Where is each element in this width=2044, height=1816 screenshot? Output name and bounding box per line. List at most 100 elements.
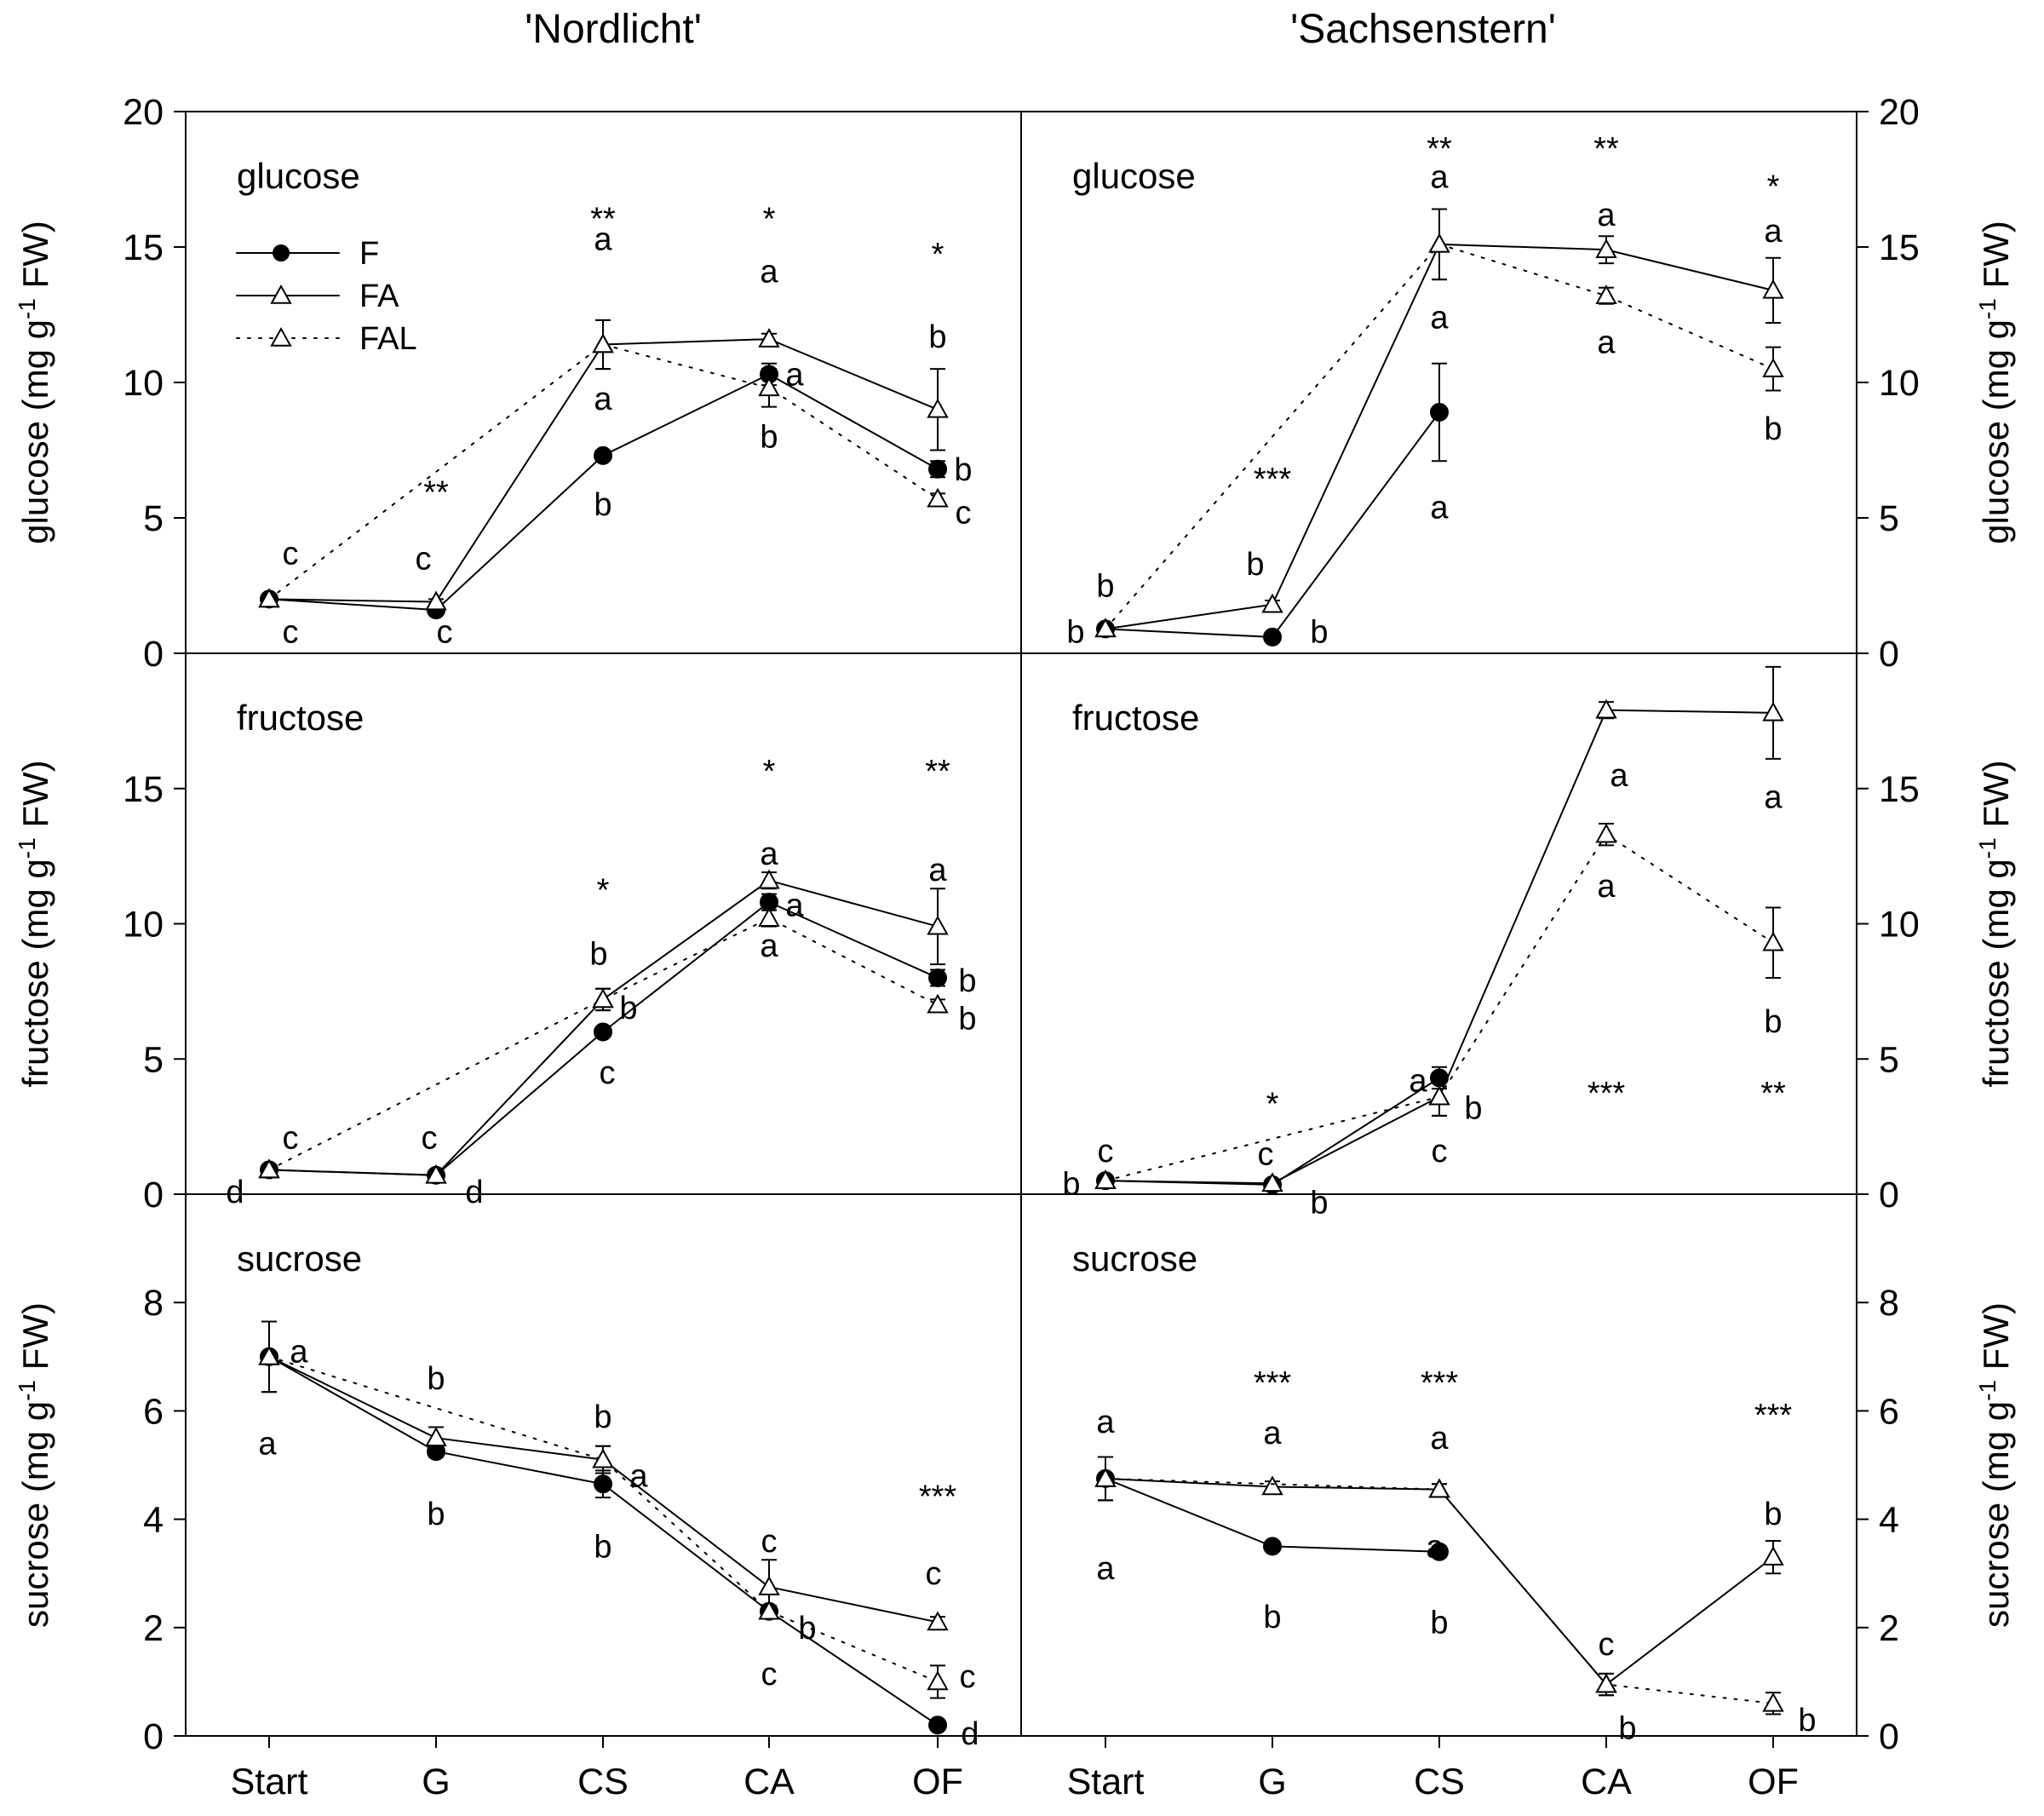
significance-letter: c (1432, 1134, 1448, 1169)
y-tick-label: 0 (1879, 1716, 1899, 1757)
y-tick-label: 6 (1879, 1391, 1899, 1432)
significance-letter: b (798, 1611, 816, 1646)
significance-stars: *** (1588, 1076, 1626, 1112)
y-tick-label: 5 (1879, 498, 1899, 539)
significance-letter: b (1062, 1166, 1080, 1202)
significance-letter: d (465, 1175, 483, 1210)
panel-sucrose-nordlicht: 0 2 4 6 8 sucrose (mg g-1 FW) Start G CS CA OF sucr… (14, 1193, 1022, 1802)
significance-letter: b (594, 1399, 611, 1435)
point-F (594, 445, 612, 465)
point-FAL (927, 487, 949, 508)
significance-stars: ** (1593, 131, 1619, 167)
y-tick-label: 4 (1879, 1500, 1899, 1541)
panel-title: fructose (237, 698, 364, 738)
point-FAL (1762, 358, 1784, 377)
y-tick-label: 5 (1879, 1039, 1899, 1080)
series-line-FAL (1105, 833, 1774, 1182)
significance-letter: a (1426, 1529, 1444, 1565)
point-F (1430, 1542, 1449, 1561)
significance-letter: a (1430, 490, 1449, 526)
point-FAL (758, 907, 780, 927)
point-F (1263, 627, 1282, 647)
significance-letter: b (594, 1529, 611, 1565)
significance-letter: a (629, 1459, 648, 1495)
significance-letter: a (1096, 1551, 1115, 1587)
x-tick-label: G (1258, 1761, 1286, 1802)
y-tick-label: 15 (123, 769, 164, 810)
significance-stars: ** (423, 475, 449, 511)
significance-letter: c (283, 536, 299, 572)
significance-stars: ** (590, 201, 616, 237)
x-tick-label: Start (231, 1761, 308, 1802)
y-tick-label: 8 (1879, 1283, 1899, 1324)
point-F (928, 968, 947, 987)
point-FAL (258, 1345, 280, 1365)
y-tick-label: 0 (1879, 1175, 1899, 1215)
significance-letter: c (960, 1659, 976, 1695)
significance-stars: ** (1760, 1076, 1786, 1112)
point-FA (758, 328, 780, 348)
significance-letter: a (1610, 758, 1628, 794)
y-tick-label: 10 (123, 363, 164, 404)
significance-letter: b (1798, 1703, 1816, 1738)
legend: F FA FAL (236, 236, 417, 357)
significance-letter: c (1258, 1136, 1274, 1172)
point-FAL (1094, 1169, 1117, 1189)
significance-letter: a (594, 382, 612, 417)
panel-glucose-nordlicht: 0 5 10 15 20 glucose (mg g-1 FW) glucose c c c c a a… (14, 92, 1022, 675)
significance-letter: b (1310, 1186, 1328, 1221)
point-FA (1261, 1172, 1283, 1192)
significance-letter: b (1618, 1710, 1636, 1746)
significance-letter: a (1764, 214, 1783, 250)
significance-stars: * (763, 201, 776, 237)
y-axis-label: fructose (mg g-1 FW) (1974, 760, 2016, 1087)
column-title-left: 'Nordlicht' (525, 7, 702, 52)
significance-letter: b (589, 936, 607, 972)
point-FA (425, 1427, 447, 1446)
y-tick-label: 4 (143, 1500, 164, 1541)
y-tick-label: 20 (123, 92, 164, 133)
legend-label: FAL (359, 321, 417, 357)
point-FAL (258, 1158, 280, 1179)
significance-letter: c (600, 1055, 616, 1091)
point-FAL (1428, 1478, 1450, 1498)
significance-letter: c (437, 615, 453, 651)
y-tick-label: 10 (1879, 363, 1920, 404)
significance-stars: *** (919, 1479, 957, 1514)
point-F (1430, 402, 1449, 422)
y-tick-label: 5 (143, 1039, 164, 1080)
y-tick-label: 6 (143, 1391, 164, 1432)
point-FAL (1595, 284, 1617, 305)
y-tick-label: 10 (1879, 905, 1920, 945)
significance-letter: a (594, 221, 612, 257)
significance-letter: c (283, 615, 299, 651)
point-FAL (927, 993, 949, 1014)
point-FAL (927, 1670, 949, 1691)
significance-letter: a (1430, 301, 1449, 336)
x-tick-label: OF (912, 1761, 963, 1802)
significance-letter: c (761, 1524, 778, 1560)
significance-letter: b (1096, 569, 1114, 605)
x-tick-label: CA (1581, 1761, 1632, 1802)
significance-letter: a (1430, 159, 1449, 195)
significance-stars: ** (925, 754, 950, 790)
point-FAL (758, 1600, 780, 1620)
point-FA (1595, 698, 1617, 719)
legend-label: F (359, 236, 379, 272)
significance-letter: a (1263, 1416, 1282, 1451)
point-F (928, 459, 947, 479)
significance-stars: * (1767, 169, 1780, 204)
point-FAL (1094, 618, 1117, 638)
panel-title: glucose (1072, 156, 1196, 196)
y-tick-label: 10 (123, 905, 164, 945)
significance-letter: c (761, 1657, 778, 1692)
significance-letter: b (619, 991, 637, 1026)
significance-letter: a (785, 357, 804, 393)
significance-letter: a (1597, 869, 1616, 905)
point-FA (927, 1611, 949, 1631)
significance-letter: b (594, 487, 611, 523)
significance-letter: c (956, 496, 972, 532)
point-FA (1762, 1546, 1784, 1566)
